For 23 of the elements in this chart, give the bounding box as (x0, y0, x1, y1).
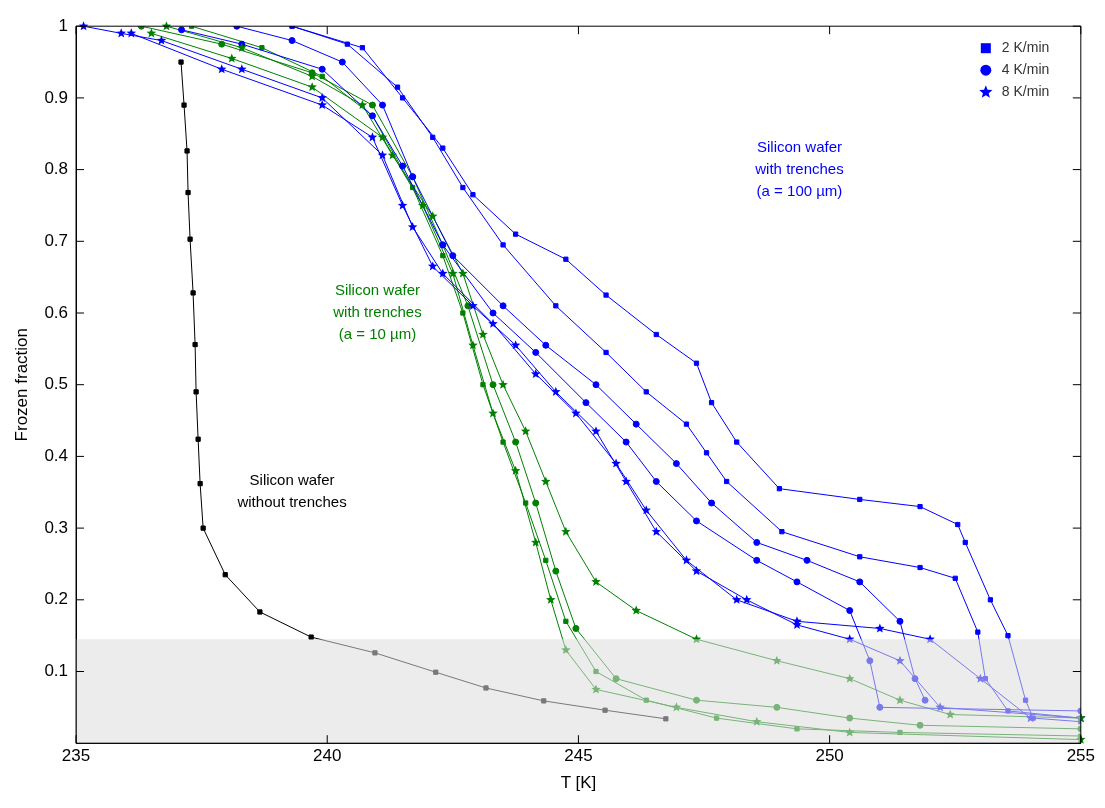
annotation: Silicon wafer with trenches (a = 100 µm) (754, 137, 844, 199)
y-tick-label: 0.1 (44, 661, 69, 681)
x-axis-title: T [K] (560, 773, 597, 793)
y-tick-label: 0.2 (44, 589, 69, 609)
y-tick-label: 0.5 (44, 374, 69, 394)
y-tick-label: 1 (58, 15, 69, 35)
legend-label: 2 K/min (1001, 39, 1050, 56)
y-tick-label: 0.3 (44, 517, 69, 537)
x-tick-label: 240 (313, 746, 342, 766)
y-tick-label: 0.8 (44, 159, 69, 179)
y-tick-label: 0.7 (44, 230, 69, 250)
legend-label: 4 K/min (1001, 61, 1050, 78)
x-tick-label: 250 (815, 746, 844, 766)
annotation: Silicon wafer without trenches (236, 471, 347, 511)
y-tick-label: 0.4 (44, 446, 69, 466)
annotation: Silicon wafer with trenches (a = 10 µm) (332, 281, 422, 343)
x-tick-label: 245 (564, 746, 593, 766)
y-tick-label: 0.9 (44, 87, 69, 107)
x-tick-label: 255 (1066, 746, 1096, 766)
y-tick-label: 0.6 (44, 302, 69, 322)
x-tick-label: 235 (61, 746, 91, 766)
legend-label: 8 K/min (1001, 83, 1050, 100)
y-axis-title: Frozen fraction (11, 328, 31, 442)
